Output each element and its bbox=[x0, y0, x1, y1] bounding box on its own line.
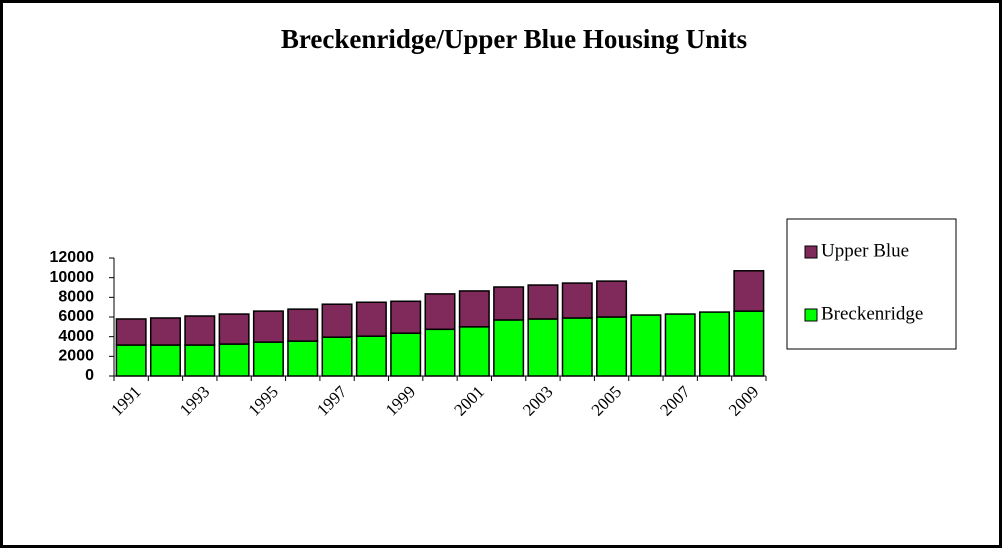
bar bbox=[458, 326, 490, 377]
bar bbox=[561, 317, 593, 377]
bar bbox=[218, 343, 250, 377]
y-tick-label: 8000 bbox=[58, 289, 94, 306]
bar bbox=[252, 341, 284, 377]
bar bbox=[527, 284, 559, 320]
bar bbox=[149, 344, 181, 377]
bar bbox=[115, 318, 147, 346]
bar bbox=[630, 314, 662, 377]
bar bbox=[561, 282, 593, 319]
bar bbox=[252, 310, 284, 343]
bar bbox=[424, 328, 456, 377]
bar bbox=[596, 280, 628, 318]
bar bbox=[218, 313, 250, 345]
y-tick-label: 2000 bbox=[58, 348, 94, 365]
chart-title: Breckenridge/Upper Blue Housing Units bbox=[281, 24, 747, 54]
y-tick-label: 0 bbox=[85, 367, 94, 384]
bar bbox=[493, 319, 525, 377]
y-tick-label: 12000 bbox=[50, 249, 95, 266]
bar bbox=[527, 318, 559, 377]
bar bbox=[493, 286, 525, 321]
bar bbox=[664, 313, 696, 377]
bar bbox=[355, 335, 387, 377]
bar bbox=[184, 315, 216, 346]
legend-label: Upper Blue bbox=[821, 240, 909, 261]
bar bbox=[699, 311, 731, 377]
legend-box bbox=[786, 218, 957, 350]
bar bbox=[458, 290, 490, 328]
bar bbox=[390, 332, 422, 377]
bar bbox=[733, 270, 765, 312]
bar bbox=[596, 316, 628, 377]
bar bbox=[390, 300, 422, 334]
y-tick-label: 10000 bbox=[50, 269, 95, 286]
bar bbox=[287, 340, 319, 377]
bar bbox=[321, 336, 353, 377]
bar bbox=[424, 293, 456, 331]
bar bbox=[355, 301, 387, 337]
bar bbox=[115, 344, 147, 377]
bar bbox=[149, 317, 181, 346]
bar bbox=[287, 308, 319, 342]
legend-label: Breckenridge bbox=[821, 303, 923, 324]
y-tick-label: 4000 bbox=[58, 328, 94, 345]
bar bbox=[733, 310, 765, 377]
legend-swatch bbox=[804, 245, 818, 259]
legend-swatch bbox=[804, 308, 818, 322]
bar bbox=[321, 303, 353, 338]
y-tick-label: 6000 bbox=[58, 308, 94, 325]
bar bbox=[184, 344, 216, 377]
